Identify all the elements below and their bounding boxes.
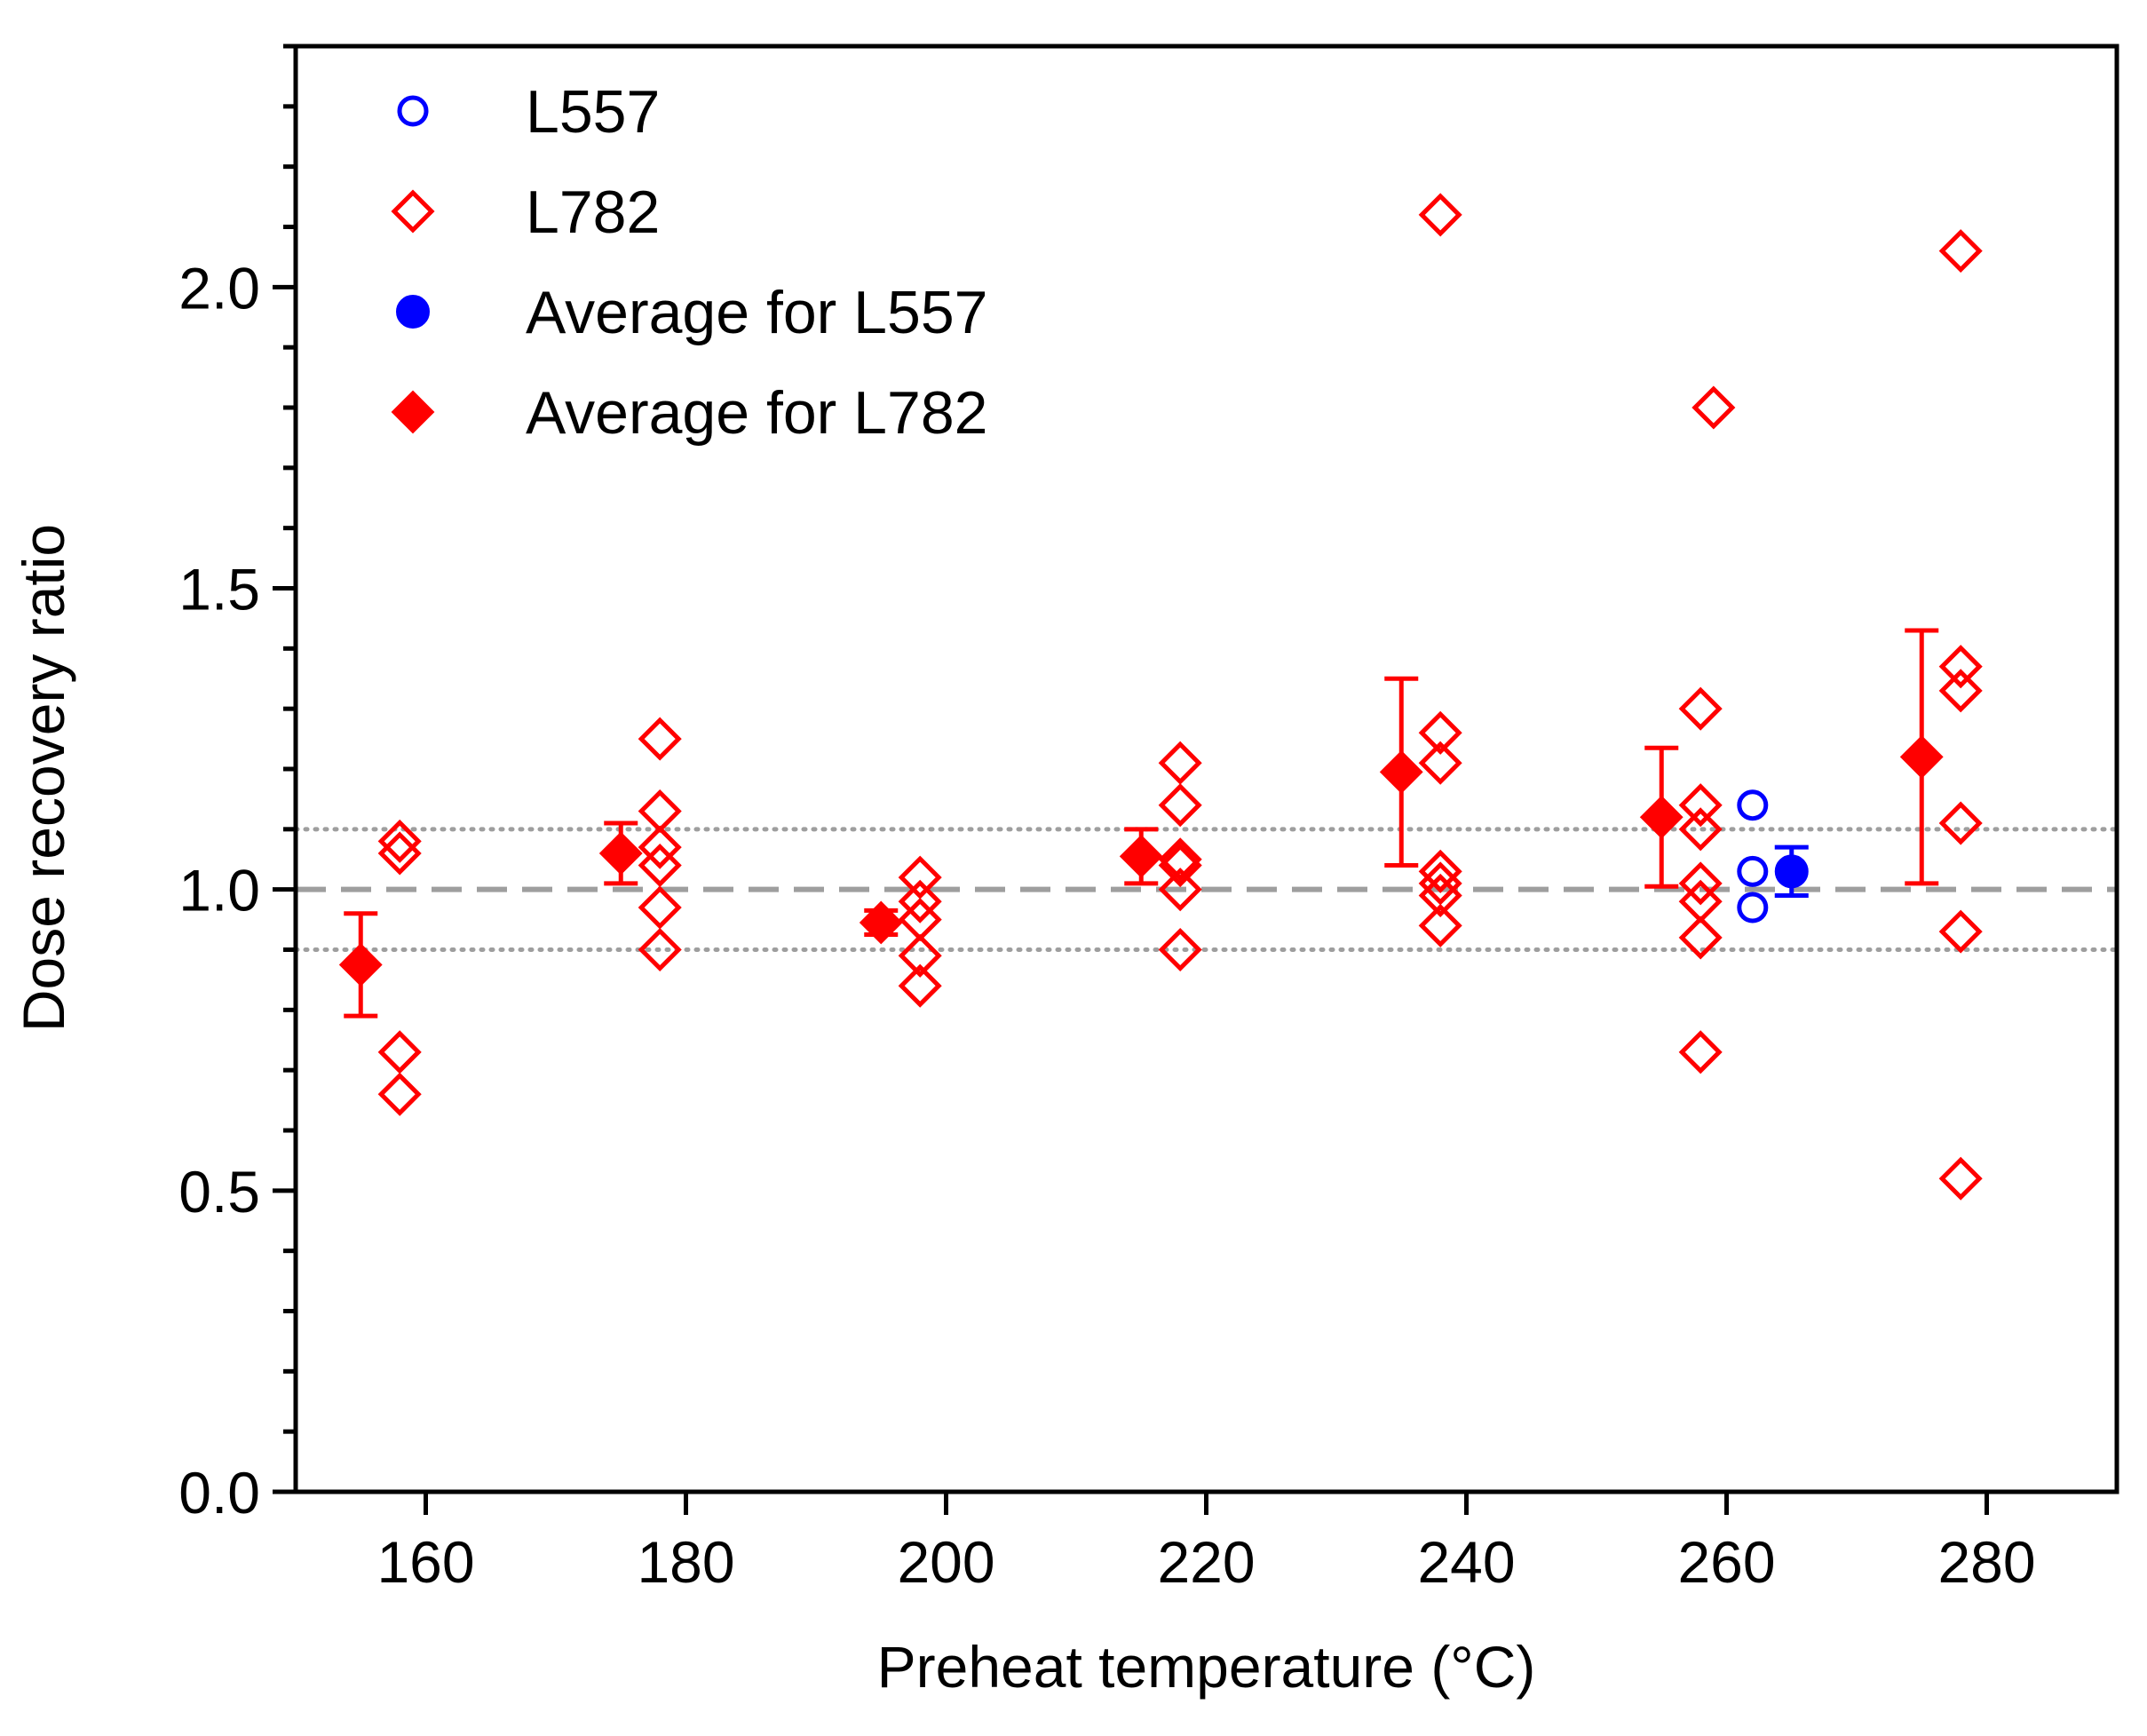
point-average-for-l557	[1774, 854, 1809, 889]
y-tick-label: 0.5	[178, 1159, 260, 1225]
point-l782	[1158, 927, 1202, 972]
point-l782	[1938, 669, 1983, 713]
legend: L557 L782 Average for L557 Average for L782	[391, 78, 987, 447]
point-l782	[1938, 229, 1983, 273]
legend-marker-l557	[397, 95, 429, 127]
legend-label-average-for-l557: Average for L557	[526, 279, 987, 346]
point-l782	[1938, 801, 1983, 845]
point-l782	[638, 825, 682, 869]
point-l782	[898, 855, 942, 900]
point-l782	[1418, 849, 1462, 893]
point-l557	[1737, 789, 1769, 821]
point-l782	[1691, 385, 1736, 430]
point-l782	[1418, 710, 1462, 755]
point-l782	[1418, 861, 1462, 906]
y-tick-label: 1.5	[178, 557, 260, 622]
point-l782	[898, 879, 942, 923]
point-average-for-l782	[1639, 795, 1684, 839]
point-l782	[1418, 873, 1462, 917]
point-average-for-l782	[859, 900, 903, 945]
point-l782	[377, 831, 422, 876]
x-tick-label: 160	[376, 1529, 474, 1595]
point-l782	[898, 933, 942, 978]
legend-marker-average-for-l557	[396, 295, 430, 329]
point-l782	[1158, 741, 1202, 785]
point-l782	[638, 885, 682, 930]
point-average-for-l782	[338, 943, 383, 987]
point-l782	[1938, 1156, 1983, 1201]
x-tick-label: 280	[1937, 1529, 2035, 1595]
y-tick-label: 2.0	[178, 255, 260, 321]
point-l782	[1678, 916, 1723, 960]
legend-label-l557: L557	[526, 78, 660, 146]
point-l782	[1678, 861, 1723, 906]
point-average-for-l782	[598, 831, 643, 876]
x-tick-label: 180	[637, 1529, 734, 1595]
legend-label-l782: L782	[526, 178, 660, 246]
point-l782	[1418, 903, 1462, 947]
y-tick-label: 1.0	[178, 858, 260, 923]
x-axis-title: Preheat temperature (°C)	[877, 1634, 1536, 1700]
point-average-for-l782	[1899, 735, 1944, 779]
x-axis-ticks: 160 180 200 220 240 260 280	[376, 1492, 2036, 1595]
point-l782	[638, 717, 682, 761]
x-tick-label: 240	[1417, 1529, 1515, 1595]
point-average-for-l782	[1119, 834, 1163, 878]
point-l782	[1418, 193, 1462, 237]
point-l782	[1938, 645, 1983, 689]
point-l782	[1158, 837, 1202, 882]
x-tick-label: 200	[897, 1529, 994, 1595]
x-tick-label: 220	[1157, 1529, 1255, 1595]
point-l782	[898, 963, 942, 1008]
x-tick-label: 260	[1677, 1529, 1775, 1595]
legend-marker-average-for-l782	[391, 390, 435, 434]
point-l782	[1678, 783, 1723, 828]
point-l782	[1158, 783, 1202, 828]
point-average-for-l782	[1379, 749, 1423, 794]
y-tick-label: 0.0	[178, 1460, 260, 1526]
point-l782	[638, 843, 682, 888]
reference-lines	[293, 827, 2119, 952]
point-l782	[1158, 868, 1202, 912]
point-l782	[638, 927, 682, 972]
point-l782	[1418, 741, 1462, 785]
point-l782	[1678, 1030, 1723, 1074]
point-l782	[1678, 686, 1723, 731]
point-l782	[377, 819, 422, 863]
point-l782	[1678, 807, 1723, 852]
data-markers	[338, 193, 1983, 1201]
point-l782	[377, 1072, 422, 1116]
point-l557	[1737, 855, 1769, 887]
point-l782	[1158, 843, 1202, 888]
point-l557	[1737, 892, 1769, 923]
y-axis-title: Dose recovery ratio	[11, 524, 76, 1032]
plot-frame	[293, 44, 2119, 1494]
legend-marker-l782	[391, 189, 435, 234]
point-l782	[377, 1030, 422, 1074]
point-l782	[1938, 909, 1983, 954]
legend-label-average-for-l782: Average for L782	[526, 379, 987, 447]
